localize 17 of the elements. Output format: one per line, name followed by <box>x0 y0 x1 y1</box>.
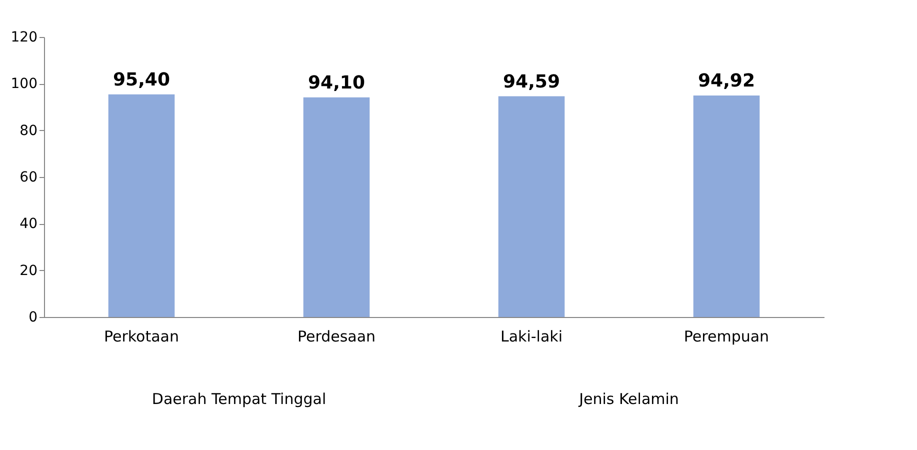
text: Daerah Tempat Tinggal <box>152 390 326 408</box>
text: Jenis Kelamin <box>578 390 679 408</box>
y-tick-label: 40 <box>20 216 38 232</box>
y-tick-label: 60 <box>20 170 38 186</box>
data-label: 95,40 <box>113 69 170 90</box>
x-tick-label: Perkotaan <box>104 328 180 346</box>
y-tick-label: 80 <box>20 122 38 139</box>
y-tick-label: 120 <box>10 30 38 46</box>
y-tick-label: 20 <box>20 262 38 279</box>
x-tick-label: Perdesaan <box>297 328 376 346</box>
x-tick-label: Laki-laki <box>500 328 563 346</box>
y-tick-label: 100 <box>10 76 38 92</box>
y-tick-label: 0 <box>28 310 38 326</box>
data-label: 94,92 <box>698 70 755 92</box>
data-label: 94,10 <box>308 72 365 94</box>
x-tick-label: Perempuan <box>684 328 770 346</box>
data-label: 94,59 <box>503 71 560 92</box>
